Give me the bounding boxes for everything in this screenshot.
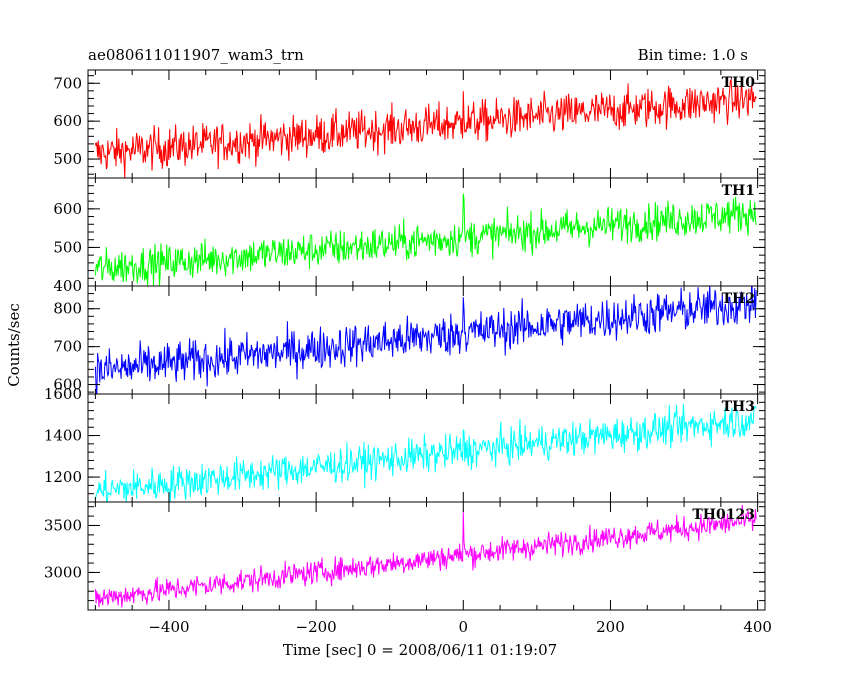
x-tick-label: 400 — [743, 618, 772, 636]
panel-label-th3: TH3 — [722, 399, 755, 415]
x-tick-label: −200 — [296, 618, 337, 636]
series-line-th2 — [94, 286, 757, 394]
panel-th3: 1200 1400 1600 TH3 — [44, 385, 766, 503]
series-line-th0123 — [94, 504, 757, 608]
y-tick-label: 1600 — [44, 385, 82, 403]
panel-th2: 600 700 800 TH2 — [53, 285, 766, 395]
x-tick-label: 200 — [596, 618, 625, 636]
panel-label-th1: TH1 — [722, 183, 755, 199]
panel-th0: 500 600 700 TH0 — [53, 69, 766, 179]
y-tick-label: 800 — [53, 300, 82, 318]
y-tick-label: 3000 — [44, 563, 82, 581]
y-tick-label: 700 — [53, 338, 82, 356]
series-line-th1 — [94, 193, 757, 286]
y-tick-label: 600 — [53, 112, 82, 130]
y-tick-label: 400 — [53, 277, 82, 295]
y-tick-label: 700 — [53, 74, 82, 92]
y-tick-label: 1200 — [44, 468, 82, 486]
y-tick-label: 600 — [53, 376, 82, 394]
panel-frame — [87, 501, 766, 611]
x-tick-label: 0 — [459, 618, 469, 636]
panel-label-th0: TH0 — [722, 75, 756, 91]
chart-title: ae080611011907_wam3_trn — [88, 46, 304, 64]
y-tick-label: 500 — [53, 150, 82, 168]
x-axis-label: Time [sec] 0 = 2008/06/11 01:19:07 — [283, 641, 557, 659]
panel-th1: 400 500 600 TH1 — [53, 177, 766, 295]
series-line-th3 — [94, 403, 757, 502]
series-line-th0 — [94, 76, 757, 178]
y-axis-label: Counts/sec — [5, 303, 23, 387]
panel-label-th0123: TH0123 — [692, 507, 755, 523]
x-tick-labels: −400 −200 0 200 400 — [148, 618, 772, 636]
bin-time-label: Bin time: 1.0 s — [638, 46, 748, 64]
panel-frame — [87, 177, 766, 287]
y-tick-label: 600 — [53, 200, 82, 218]
y-tick-label: 1400 — [44, 427, 82, 445]
x-tick-label: −400 — [148, 618, 189, 636]
panel-label-th2: TH2 — [722, 291, 755, 307]
y-tick-label: 3500 — [44, 516, 82, 534]
panels-group: 500 600 700 TH0 400 500 600 TH1 600 700 800 TH2 1200… — [44, 69, 766, 611]
panel-th0123: 3000 3500 TH0123 — [44, 501, 766, 611]
y-tick-label: 500 — [53, 238, 82, 256]
